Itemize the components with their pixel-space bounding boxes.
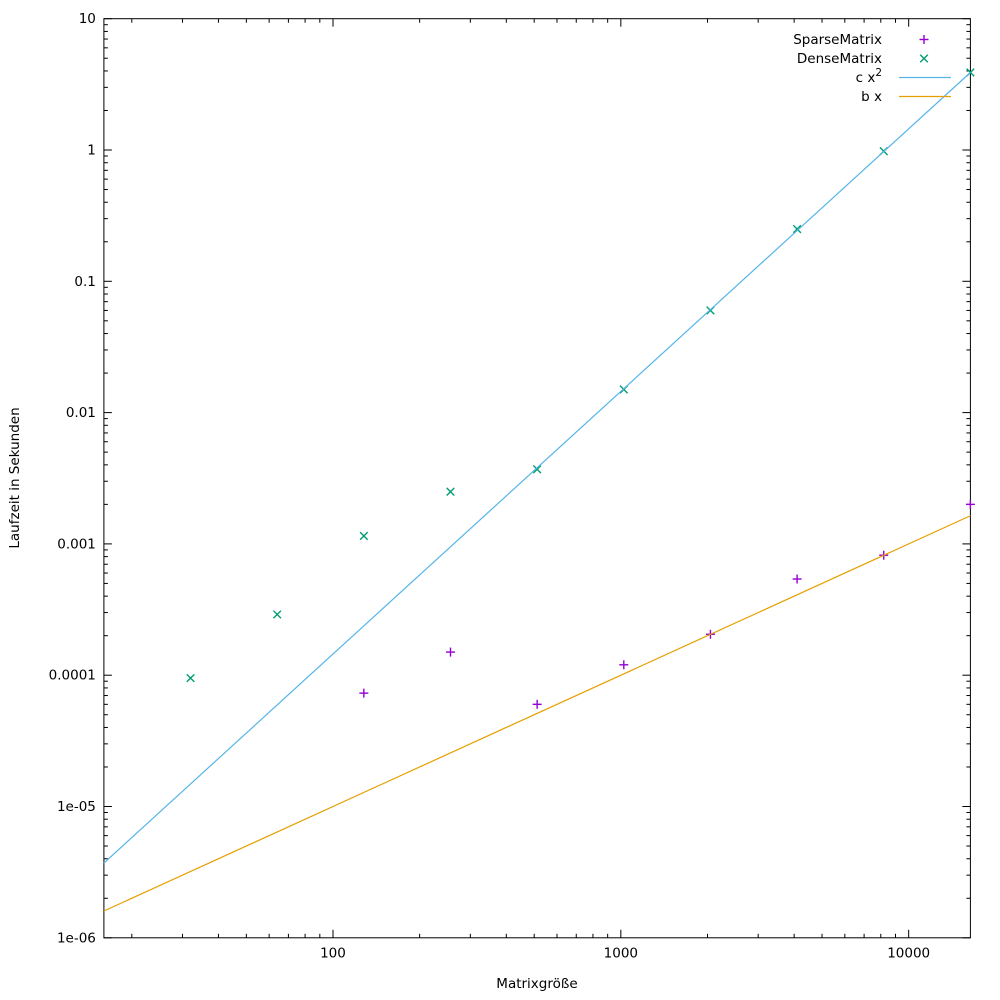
function-line — [103, 72, 971, 864]
y-tick-label: 1 — [87, 143, 96, 159]
y-tick-label: 0.0001 — [49, 668, 96, 684]
x-axis-title: Matrixgröße — [496, 976, 578, 992]
series-SparseMatrix — [359, 499, 975, 709]
function-line — [103, 515, 971, 912]
legend-label: b x — [861, 89, 882, 105]
legend-entry-b-x: b x — [861, 89, 951, 105]
series-b-x — [103, 515, 971, 912]
cross-marker-icon — [919, 54, 929, 63]
legend-entry-c-x: c x2 — [856, 67, 951, 86]
x-tick-label: 10000 — [887, 945, 930, 961]
cross-marker-icon — [532, 465, 542, 474]
y-tick-label: 0.1 — [74, 274, 95, 290]
legend-label: SparseMatrix — [793, 32, 882, 48]
x-tick-label: 100 — [320, 945, 346, 961]
cross-marker-icon — [272, 610, 282, 619]
legend-entry-SparseMatrix: SparseMatrix — [793, 32, 929, 48]
legend-label: DenseMatrix — [797, 51, 882, 67]
y-tick-label: 1e-06 — [57, 930, 96, 946]
tick-labels: 100 1000 10000 10 1 0.1 0.01 0.001 0.0001 1e-05 1e… — [49, 11, 931, 961]
cross-marker-icon — [186, 673, 195, 683]
y-tick-label: 0.001 — [57, 536, 96, 552]
axis-ticks — [103, 18, 971, 939]
series-c-x — [103, 72, 971, 864]
legend-label: c x2 — [856, 67, 882, 86]
y-tick-label: 0.01 — [66, 405, 96, 421]
y-axis-title: Laufzeit in Sekunden — [7, 407, 23, 549]
series-DenseMatrix — [186, 68, 975, 683]
cross-marker-icon — [359, 531, 369, 541]
cross-marker-icon — [446, 487, 455, 496]
plot-border — [103, 18, 971, 939]
y-tick-label: 10 — [79, 11, 96, 27]
y-tick-label: 1e-05 — [57, 799, 96, 815]
cross-marker-icon — [792, 224, 802, 234]
x-tick-label: 1000 — [604, 945, 638, 961]
legend-entry-DenseMatrix: DenseMatrix — [797, 51, 929, 67]
